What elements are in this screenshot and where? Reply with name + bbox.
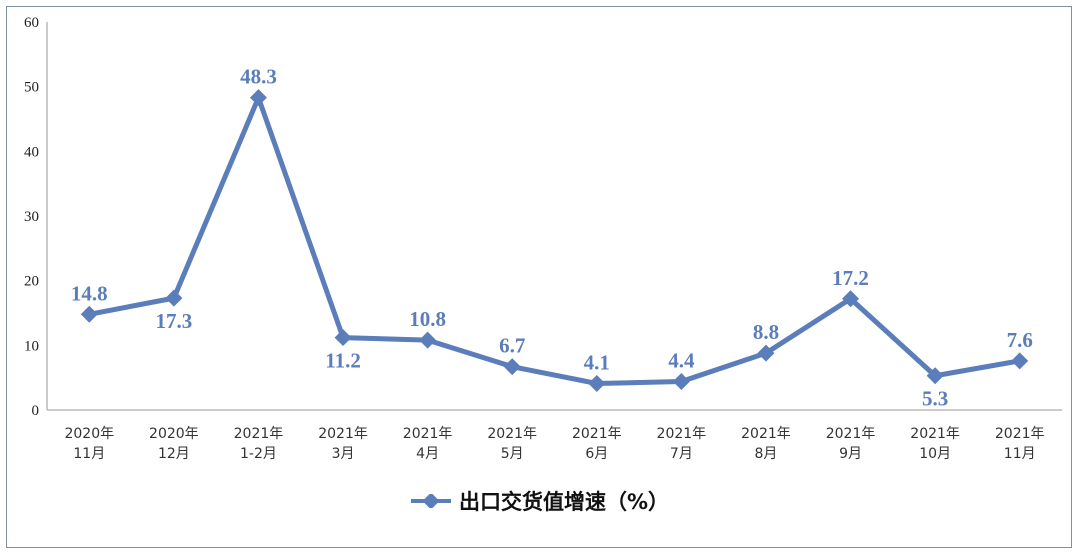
series-line (86, 95, 1023, 386)
y-tick-label: 40 (24, 144, 39, 160)
data-label: 4.4 (668, 349, 695, 373)
x-tick-label: 2020年 11月 (64, 426, 114, 462)
y-tick-label: 60 (24, 15, 39, 31)
x-tick-label: 2021年 8月 (741, 426, 791, 462)
x-tick-label: 2021年 11月 (995, 426, 1045, 462)
data-label: 5.3 (922, 387, 948, 411)
data-point (588, 375, 606, 392)
data-point (419, 331, 437, 349)
data-point (165, 289, 183, 307)
line-chart: 0 10 20 30 40 50 60 2020年 11月 2020年 12月 2021年 1-2月 20… (24, 15, 1062, 462)
data-label: 17.2 (832, 266, 869, 290)
data-label: 6.7 (499, 334, 525, 358)
data-point (503, 358, 521, 376)
y-tick-label: 0 (32, 403, 40, 419)
x-tick-label: 2021年 5月 (487, 426, 537, 462)
data-point (672, 373, 690, 391)
data-label: 7.6 (1007, 328, 1033, 352)
x-tick-label: 2021年 3月 (318, 426, 368, 462)
y-tick-label: 50 (24, 80, 39, 96)
x-tick-label: 2021年 10月 (910, 426, 960, 462)
data-label: 14.8 (71, 281, 108, 305)
y-tick-label: 10 (24, 338, 39, 354)
data-label: 4.1 (584, 350, 610, 374)
data-label: 48.3 (240, 65, 277, 89)
x-tick-label: 2021年 6月 (572, 426, 622, 462)
x-tick-label: 2020年 12月 (149, 426, 199, 462)
data-point (334, 329, 352, 347)
legend-swatch-icon (410, 494, 451, 508)
chart-frame (6, 6, 1072, 548)
x-tick-label: 2021年 7月 (657, 426, 707, 462)
data-label: 17.3 (156, 309, 193, 333)
x-tick-label: 2021年 9月 (826, 426, 876, 462)
y-tick-label: 20 (24, 274, 39, 290)
data-point (757, 344, 775, 362)
data-label: 11.2 (325, 349, 361, 373)
legend: 出口交货值增速（%） (0, 486, 1080, 516)
legend-label: 出口交货值增速（%） (458, 490, 670, 514)
data-point (842, 290, 860, 308)
data-point (926, 367, 944, 385)
data-point (80, 305, 98, 323)
y-tick-label: 30 (24, 209, 39, 225)
x-tick-label: 2021年 4月 (403, 426, 453, 462)
x-tick-label: 2021年 1-2月 (234, 426, 284, 462)
data-label: 8.8 (753, 320, 779, 344)
data-label: 10.8 (409, 307, 446, 331)
data-point (249, 89, 267, 107)
data-point (1011, 352, 1029, 370)
